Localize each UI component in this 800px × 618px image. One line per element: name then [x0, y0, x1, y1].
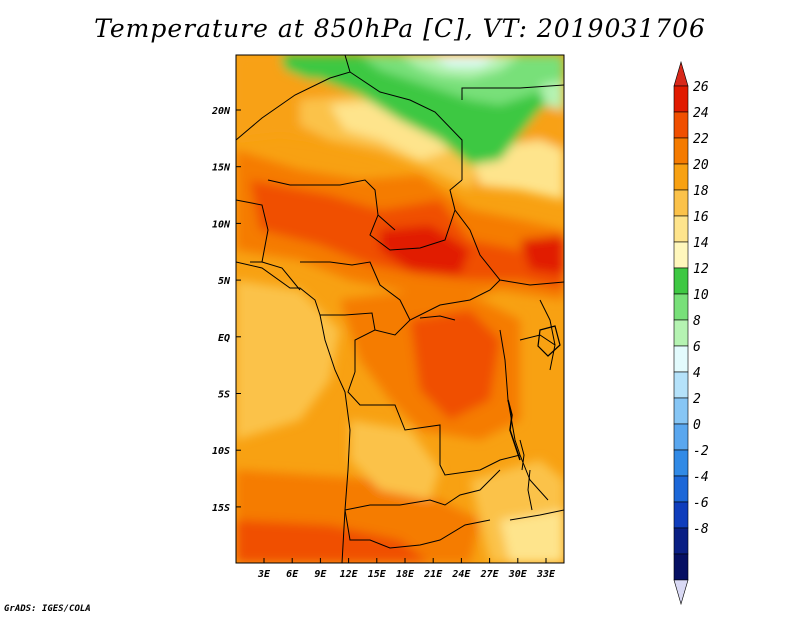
lon-tick-label: 24E — [451, 569, 471, 580]
colorbar-swatch — [673, 163, 689, 191]
colorbar-label: -4 — [693, 470, 709, 485]
colorbar-swatch — [673, 501, 689, 529]
lon-tick-label: 21E — [423, 569, 443, 580]
colorbar-swatch — [673, 267, 689, 295]
country-borders — [236, 55, 564, 563]
lat-tick-label: 10S — [212, 446, 230, 457]
colorbar-label: -2 — [693, 444, 709, 459]
lat-tick-label: 10N — [212, 219, 231, 230]
colorbar-label: 26 — [693, 80, 709, 95]
colorbar-label: 22 — [693, 132, 709, 147]
colorbar-label: 4 — [693, 366, 701, 381]
colorbar-swatch — [673, 449, 689, 477]
colorbar-label: 10 — [693, 288, 709, 303]
lon-tick-label: 12E — [340, 569, 359, 580]
lon-tick-label: 33E — [536, 569, 556, 580]
colorbar-swatch — [673, 475, 689, 503]
colorbar-swatch — [673, 293, 689, 321]
colorbar-swatch — [673, 553, 689, 581]
colorbar-label: 16 — [693, 210, 709, 225]
lon-tick-label: 18E — [396, 569, 415, 580]
colorbar-label: 24 — [693, 106, 709, 121]
colorbar-label: -8 — [693, 522, 709, 537]
grads-credit: GrADS: IGES/COLA — [4, 604, 91, 614]
lon-tick-label: 27E — [480, 569, 500, 580]
colorbar-swatch — [673, 345, 689, 373]
map-title: Temperature at 850hPa [C], VT: 201903170… — [94, 14, 706, 43]
colorbar-top-arrow — [673, 60, 689, 87]
lon-tick-label: 3E — [257, 569, 271, 580]
map-frame: 20N 15N 10N 5N EQ 5S 10S 15S 3E 6E 9E 12E 15E 18E 21E… — [211, 54, 565, 580]
lon-tick-label: 9E — [314, 569, 327, 580]
colorbar-label: 2 — [693, 392, 701, 407]
lon-tick-label: 30E — [508, 569, 528, 580]
colorbar-swatch — [673, 423, 689, 451]
lon-tick-label: 6E — [286, 569, 299, 580]
colorbar-swatch — [673, 241, 689, 269]
lat-tick-label: 5N — [218, 276, 231, 287]
colorbar-swatch — [673, 85, 689, 113]
lat-tick-label: 15N — [212, 163, 231, 174]
lon-tick-label: 15E — [368, 569, 387, 580]
lat-tick-label: 20N — [211, 106, 231, 117]
colorbar-label: 14 — [693, 236, 709, 251]
lat-tick-label: 15S — [212, 503, 230, 514]
colorbar-bottom-arrow — [673, 579, 689, 606]
colorbar-label: 6 — [693, 340, 701, 355]
colorbar-label: 20 — [693, 158, 709, 173]
colorbar-swatch — [673, 397, 689, 425]
colorbar-swatch — [673, 111, 689, 139]
lat-tick-label: EQ — [218, 333, 230, 344]
colorbar-label: 0 — [693, 418, 701, 433]
colorbar-label: 12 — [693, 262, 709, 277]
map-border — [235, 54, 565, 564]
lat-tick-label: 5S — [218, 390, 230, 401]
longitude-axis: 3E 6E 9E 12E 15E 18E 21E 24E 27E 30E 33E — [257, 558, 556, 580]
colorbar-label: 18 — [693, 184, 709, 199]
temperature-field — [236, 55, 564, 563]
colorbar-swatch — [673, 137, 689, 165]
latitude-axis: 20N 15N 10N 5N EQ 5S 10S 15S — [211, 106, 241, 514]
colorbar-swatch — [673, 189, 689, 217]
colorbar-swatch — [673, 371, 689, 399]
colorbar-swatch — [673, 319, 689, 347]
colorbar-label: 8 — [693, 314, 701, 329]
colorbar-swatch — [673, 527, 689, 555]
colorbar-label: -6 — [693, 496, 709, 511]
colorbar-swatch — [673, 215, 689, 243]
